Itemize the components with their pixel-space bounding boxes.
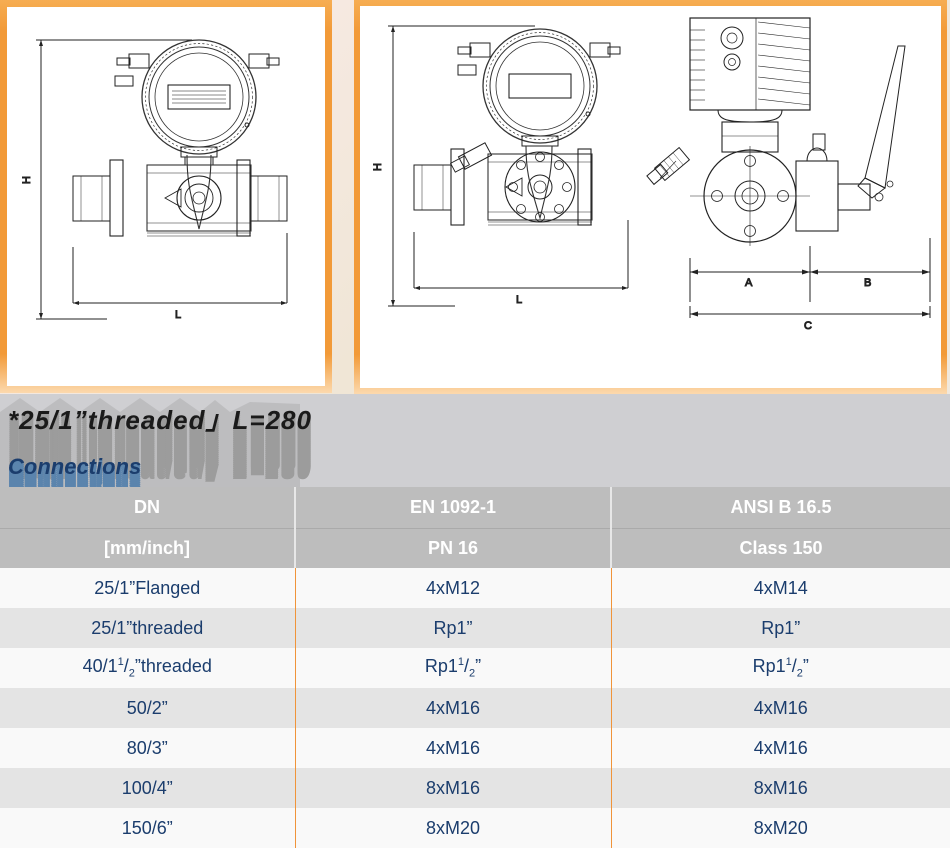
- svg-text:L: L: [516, 294, 522, 306]
- svg-text:L: L: [175, 309, 181, 321]
- svg-text:B: B: [864, 277, 871, 289]
- svg-text:H: H: [372, 163, 384, 171]
- svg-text:H: H: [21, 176, 33, 184]
- svg-text:A: A: [745, 277, 753, 289]
- svg-text:C: C: [804, 320, 812, 332]
